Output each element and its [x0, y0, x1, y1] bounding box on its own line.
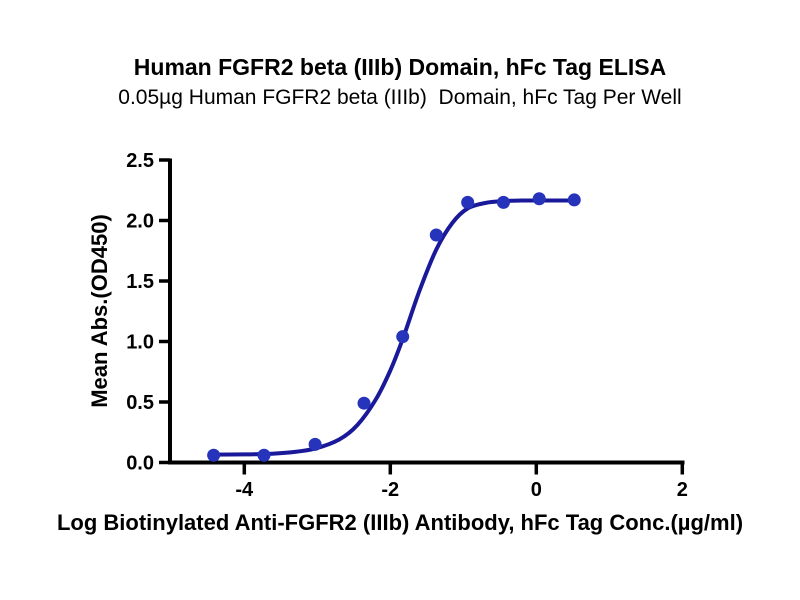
x-tick-label: 0 [531, 479, 542, 501]
data-point-marker [532, 192, 546, 206]
x-axis-title: Log Biotinylated Anti-FGFR2 (IIIb) Antib… [56, 510, 744, 535]
y-tick-label: 2.0 [126, 211, 154, 233]
data-point-marker [257, 448, 271, 462]
data-point-marker [207, 448, 221, 462]
chart-subtitle: 0.05µg Human FGFR2 beta (IIIb) Domain, h… [118, 86, 682, 109]
y-tick-label: 2.5 [126, 150, 154, 172]
chart-title: Human FGFR2 beta (IIIb) Domain, hFc Tag … [133, 54, 667, 80]
y-tick-label: 0.0 [126, 453, 154, 475]
data-point-marker [308, 437, 322, 451]
y-tick-label: 1.5 [126, 271, 154, 293]
data-point-marker [357, 396, 371, 410]
y-tick-label: 1.0 [126, 332, 154, 354]
fit-curve-line [211, 198, 577, 457]
data-point-marker [461, 195, 475, 209]
data-point-marker [396, 330, 410, 344]
x-tick-label: -2 [381, 479, 399, 501]
x-tick-label: 2 [677, 479, 688, 501]
x-tick-label: -4 [235, 479, 254, 501]
y-tick-label: 0.5 [126, 392, 154, 414]
data-point-marker [429, 228, 443, 242]
data-point-marker [567, 193, 581, 207]
data-point-marker [496, 195, 510, 209]
